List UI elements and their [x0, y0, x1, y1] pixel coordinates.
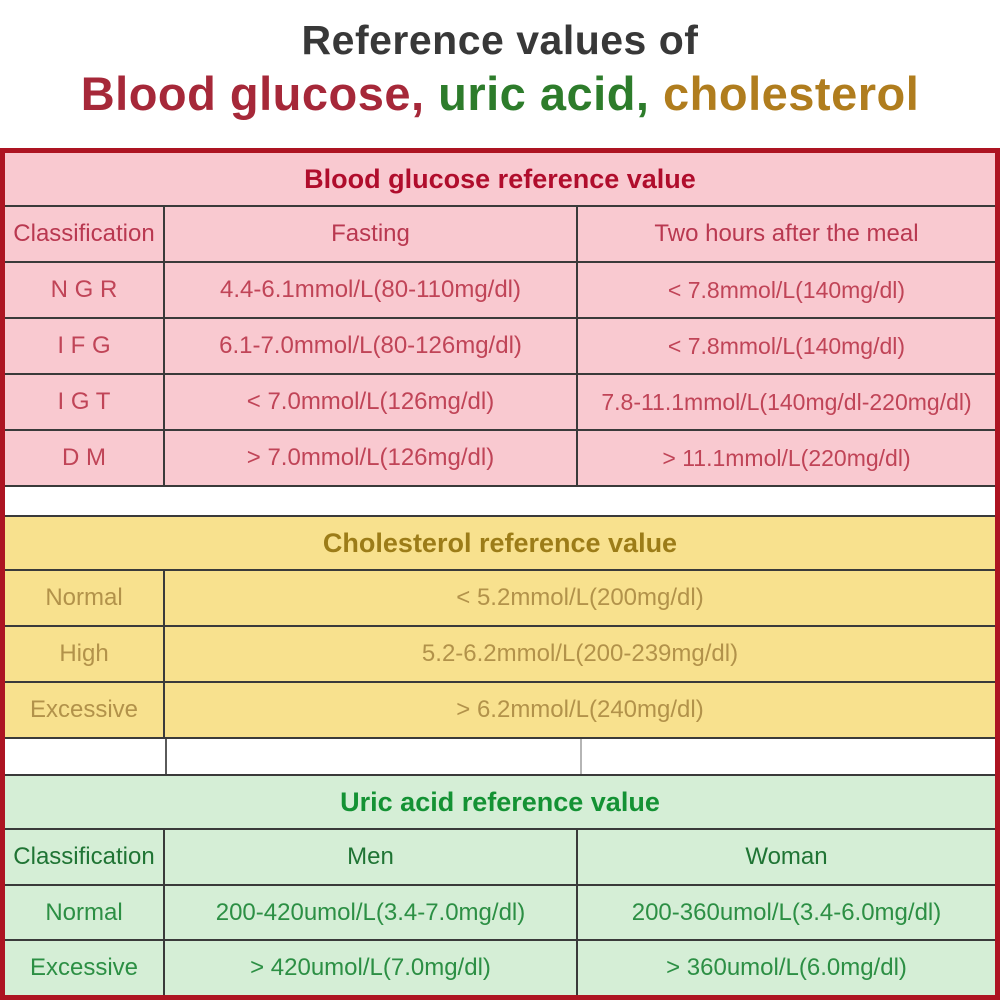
- cholesterol-table-title: Cholesterol reference value: [5, 517, 995, 571]
- blood-glucose-table: Blood glucose reference value Classifica…: [5, 153, 995, 487]
- table-cell: I F G: [5, 319, 165, 373]
- table-cell: 200-360umol/L(3.4-6.0mg/dl): [631, 898, 942, 926]
- table-cell: < 7.8mmol/L(140mg/dl): [667, 276, 906, 303]
- table-cell: Normal: [5, 571, 165, 625]
- table-row-excessive: Excessive > 6.2mmol/L(240mg/dl): [5, 683, 995, 739]
- title-segment-uric-acid: uric acid,: [424, 67, 650, 120]
- glucose-header-fasting: Fasting: [165, 207, 578, 261]
- table-cell: > 7.0mmol/L(126mg/dl): [165, 431, 578, 485]
- table-cell: 7.8-11.1mmol/L(140mg/dl-220mg/dl): [601, 388, 972, 415]
- divider-line: [165, 739, 167, 774]
- table-cell: > 360umol/L(6.0mg/dl): [666, 954, 907, 981]
- page-title-line1: Reference values of: [301, 17, 699, 63]
- table-cell: N G R: [5, 263, 165, 317]
- uric-header-woman: Woman: [745, 843, 828, 870]
- table-cell: Normal: [5, 886, 165, 939]
- table-row-igt: I G T < 7.0mmol/L(126mg/dl) 7.8-11.1mmol…: [5, 375, 995, 431]
- divider-line: [580, 739, 582, 774]
- glucose-header-row: Classification Fasting Two hours after t…: [5, 207, 995, 263]
- page-title-line2: Blood glucose, uric acid, cholesterol: [0, 66, 1000, 122]
- table-cell: < 5.2mmol/L(200mg/dl): [456, 584, 704, 611]
- table-cell: 4.4-6.1mmol/L(80-110mg/dl): [165, 263, 578, 317]
- title-segment-cholesterol: cholesterol: [649, 67, 920, 120]
- table-cell: < 7.0mmol/L(126mg/dl): [165, 375, 578, 429]
- glucose-header-classification: Classification: [5, 207, 165, 261]
- table-cell: 5.2-6.2mmol/L(200-239mg/dl): [421, 640, 739, 667]
- table-cell: D M: [5, 431, 165, 485]
- table-separator: [5, 739, 995, 776]
- glucose-header-two-hours: Two hours after the meal: [654, 220, 919, 247]
- uric-acid-table: Uric acid reference value Classification…: [5, 776, 995, 995]
- table-row-excessive: Excessive > 420umol/L(7.0mg/dl) > 360umo…: [5, 941, 995, 995]
- table-cell: > 420umol/L(7.0mg/dl): [165, 941, 578, 995]
- table-cell: > 11.1mmol/L(220mg/dl): [662, 444, 911, 471]
- uric-header-classification: Classification: [5, 830, 165, 884]
- table-row-normal: Normal 200-420umol/L(3.4-7.0mg/dl) 200-3…: [5, 886, 995, 941]
- page-header: Reference values of Blood glucose, uric …: [0, 0, 1000, 148]
- table-cell: High: [5, 627, 165, 681]
- table-row-normal: Normal < 5.2mmol/L(200mg/dl): [5, 571, 995, 627]
- table-separator: [5, 487, 995, 517]
- table-cell: Excessive: [5, 941, 165, 995]
- uric-header-row: Classification Men Woman: [5, 830, 995, 886]
- uric-header-men: Men: [165, 830, 578, 884]
- table-cell: 6.1-7.0mmol/L(80-126mg/dl): [165, 319, 578, 373]
- uric-acid-table-title: Uric acid reference value: [5, 776, 995, 830]
- table-row-dm: D M > 7.0mmol/L(126mg/dl) > 11.1mmol/L(2…: [5, 431, 995, 487]
- blood-glucose-table-title: Blood glucose reference value: [5, 153, 995, 207]
- reference-tables-frame: Blood glucose reference value Classifica…: [0, 148, 1000, 1000]
- table-cell: I G T: [5, 375, 165, 429]
- table-row-ngr: N G R 4.4-6.1mmol/L(80-110mg/dl) < 7.8mm…: [5, 263, 995, 319]
- table-row-ifg: I F G 6.1-7.0mmol/L(80-126mg/dl) < 7.8mm…: [5, 319, 995, 375]
- table-cell: Excessive: [5, 683, 165, 737]
- title-segment-blood-glucose: Blood glucose,: [80, 67, 425, 120]
- table-cell: 200-420umol/L(3.4-7.0mg/dl): [165, 886, 578, 939]
- table-row-high: High 5.2-6.2mmol/L(200-239mg/dl): [5, 627, 995, 683]
- table-cell: < 7.8mmol/L(140mg/dl): [667, 332, 906, 359]
- cholesterol-table: Cholesterol reference value Normal < 5.2…: [5, 517, 995, 739]
- table-cell: > 6.2mmol/L(240mg/dl): [456, 696, 704, 723]
